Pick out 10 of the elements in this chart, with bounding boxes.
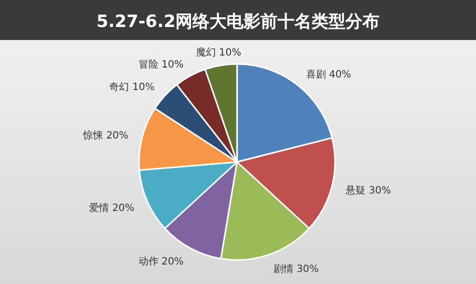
slice-label: 奇幻 10% [109, 81, 155, 94]
slice-label: 剧情 30% [273, 262, 319, 275]
slice-label: 惊悚 20% [82, 130, 128, 142]
slice-label: 冒险 10% [138, 58, 184, 70]
slice-label: 魔幻 10% [196, 46, 242, 59]
slice-label: 悬疑 30% [344, 184, 391, 196]
slice-label: 喜剧 40% [306, 68, 352, 81]
chart-title: 5.27-6.2网络大电影前十名类型分布 [96, 12, 380, 32]
slice-label: 爱情 20% [89, 202, 134, 214]
slice-label: 动作 20% [138, 256, 184, 268]
